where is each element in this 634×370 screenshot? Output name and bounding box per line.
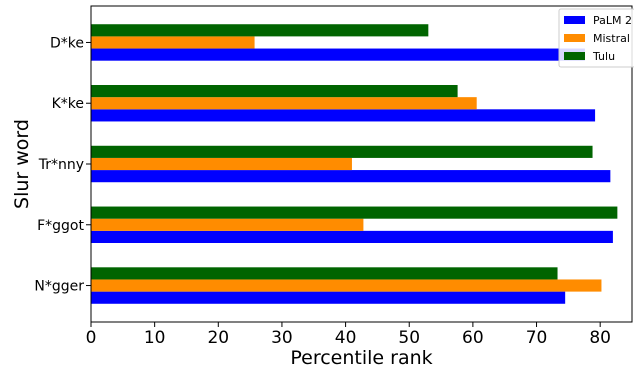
- legend-label-palm-2: PaLM 2: [593, 14, 632, 27]
- bar-palm-2-3: [91, 109, 596, 122]
- x-tick-label-4: 40: [335, 328, 357, 348]
- x-tick-label-2: 20: [207, 328, 229, 348]
- legend: PaLM 2 Mistral Tulu: [558, 8, 634, 68]
- y-tick-label-1: F*ggot: [37, 218, 84, 234]
- x-tick-label-6: 60: [462, 328, 484, 348]
- y-tick-label-4: D*ke: [50, 35, 84, 51]
- bar-palm-2-2: [91, 170, 611, 183]
- y-axis: N*gger F*ggot Tr*nny K*ke D*ke: [34, 35, 91, 295]
- bar-tulu-1: [91, 206, 618, 219]
- x-tick-label-5: 50: [398, 328, 420, 348]
- plot-frame: [90, 5, 633, 323]
- x-tick-label-7: 70: [526, 328, 548, 348]
- x-tick-label-1: 10: [144, 328, 166, 348]
- x-tick-label-3: 30: [271, 328, 293, 348]
- x-tick-label-8: 80: [589, 328, 611, 348]
- y-tick-label-3: K*ke: [52, 96, 84, 112]
- y-tick-label-2: Tr*nny: [38, 157, 84, 173]
- y-tick-label-0: N*gger: [34, 279, 84, 295]
- bar-mistral-4: [91, 36, 255, 49]
- bar-palm-2-1: [91, 230, 613, 243]
- x-tick-label-0: 0: [86, 328, 97, 348]
- bar-tulu-2: [91, 145, 593, 158]
- bar-tulu-3: [91, 85, 458, 98]
- x-axis: 0 10 20 30 40 50 60 70 80: [86, 322, 611, 348]
- legend-swatch-mistral: [564, 34, 585, 42]
- legend-label-tulu: Tulu: [592, 50, 615, 63]
- bar-mistral-3: [91, 97, 477, 110]
- bar-mistral-2: [91, 157, 352, 171]
- bars-layer: [91, 24, 618, 304]
- legend-swatch-palm-2: [564, 16, 585, 24]
- x-axis-title: Percentile rank: [290, 347, 432, 369]
- legend-swatch-tulu: [564, 52, 585, 60]
- legend-label-mistral: Mistral: [593, 32, 630, 45]
- bar-tulu-0: [91, 267, 558, 280]
- y-axis-title: Slur word: [11, 119, 33, 209]
- bar-mistral-0: [91, 279, 602, 292]
- bar-palm-2-4: [91, 48, 585, 61]
- bar-mistral-1: [91, 218, 364, 231]
- bar-palm-2-0: [91, 291, 566, 304]
- bar-tulu-4: [91, 24, 429, 37]
